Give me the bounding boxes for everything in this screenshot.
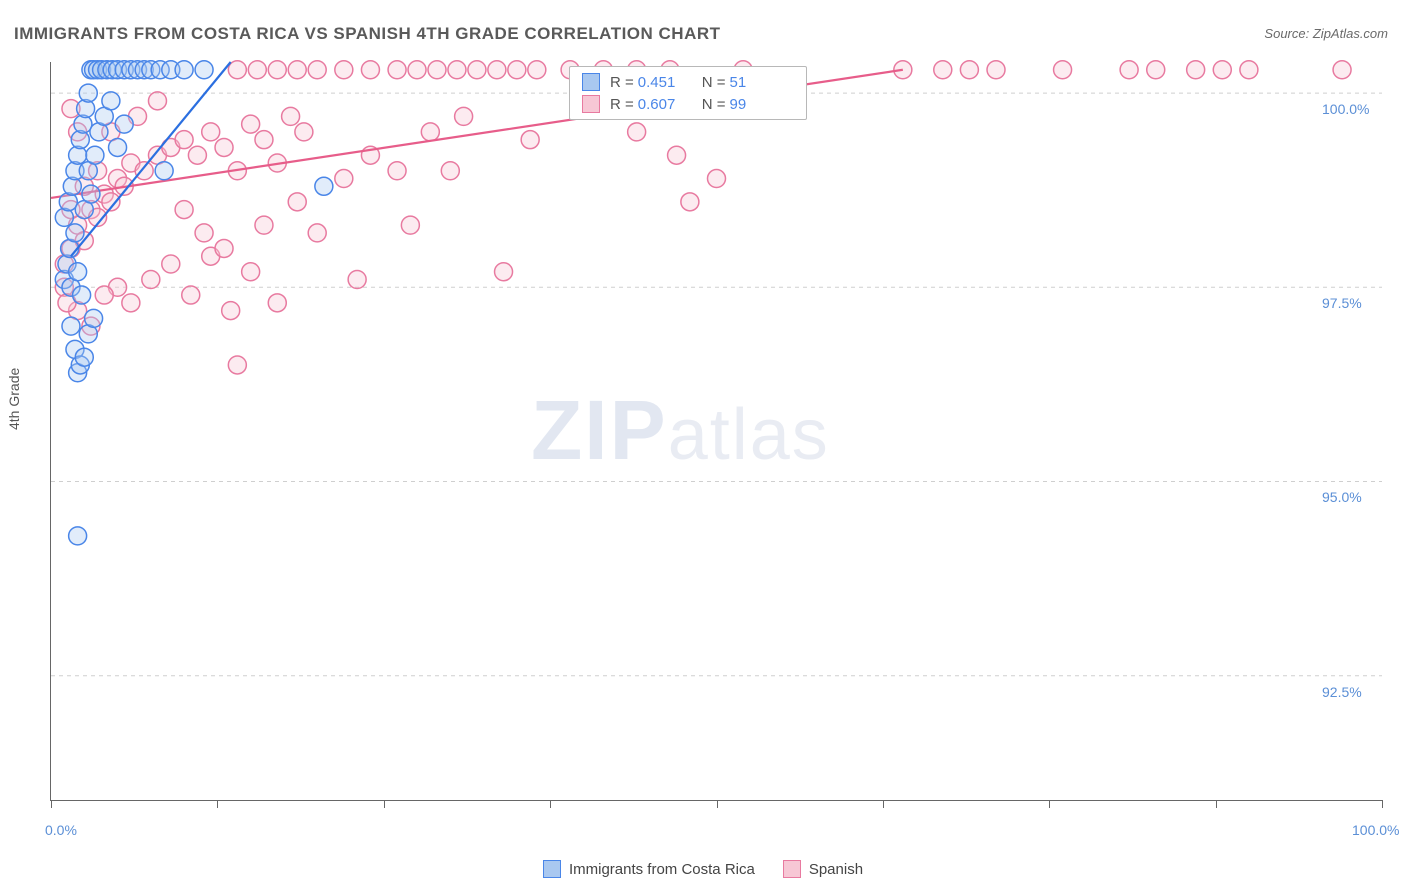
xtick bbox=[550, 800, 551, 808]
swatch-series-a bbox=[582, 73, 600, 91]
ytick-label: 100.0% bbox=[1322, 101, 1369, 117]
xtick bbox=[717, 800, 718, 808]
source-value: ZipAtlas.com bbox=[1313, 26, 1388, 41]
ytick-label: 97.5% bbox=[1322, 295, 1362, 311]
xtick bbox=[1216, 800, 1217, 808]
legend-label-b: Spanish bbox=[809, 861, 863, 878]
legend-swatch-a bbox=[543, 860, 561, 878]
chart-title: IMMIGRANTS FROM COSTA RICA VS SPANISH 4T… bbox=[14, 24, 721, 44]
r-value-b: 0.607 bbox=[638, 96, 686, 113]
legend-item-a: Immigrants from Costa Rica bbox=[543, 860, 755, 878]
correlation-legend: R = 0.451 N = 51 R = 0.607 N = 99 bbox=[569, 66, 807, 120]
series-legend: Immigrants from Costa Rica Spanish bbox=[0, 860, 1406, 878]
legend-row-a: R = 0.451 N = 51 bbox=[570, 71, 806, 93]
legend-row-b: R = 0.607 N = 99 bbox=[570, 93, 806, 115]
n-label-a: N = bbox=[702, 74, 726, 91]
n-value-b: 99 bbox=[730, 96, 778, 113]
xtick bbox=[51, 800, 52, 808]
n-value-a: 51 bbox=[730, 74, 778, 91]
xtick bbox=[384, 800, 385, 808]
chart-svg bbox=[51, 62, 1382, 800]
xtick bbox=[883, 800, 884, 808]
xtick bbox=[217, 800, 218, 808]
xtick bbox=[1382, 800, 1383, 808]
xtick-label: 100.0% bbox=[1352, 822, 1399, 838]
r-label-a: R = bbox=[610, 74, 634, 91]
y-axis-label: 4th Grade bbox=[6, 368, 22, 430]
ytick-label: 95.0% bbox=[1322, 489, 1362, 505]
r-label-b: R = bbox=[610, 96, 634, 113]
swatch-series-b bbox=[582, 95, 600, 113]
source-attribution: Source: ZipAtlas.com bbox=[1264, 26, 1388, 41]
legend-item-b: Spanish bbox=[783, 860, 863, 878]
ytick-label: 92.5% bbox=[1322, 684, 1362, 700]
plot-area: ZIPatlas R = 0.451 N = 51 R = 0.607 N = … bbox=[50, 62, 1382, 801]
source-label: Source: bbox=[1264, 26, 1309, 41]
xtick bbox=[1049, 800, 1050, 808]
legend-label-a: Immigrants from Costa Rica bbox=[569, 861, 755, 878]
r-value-a: 0.451 bbox=[638, 74, 686, 91]
legend-swatch-b bbox=[783, 860, 801, 878]
n-label-b: N = bbox=[702, 96, 726, 113]
xtick-label: 0.0% bbox=[45, 822, 77, 838]
